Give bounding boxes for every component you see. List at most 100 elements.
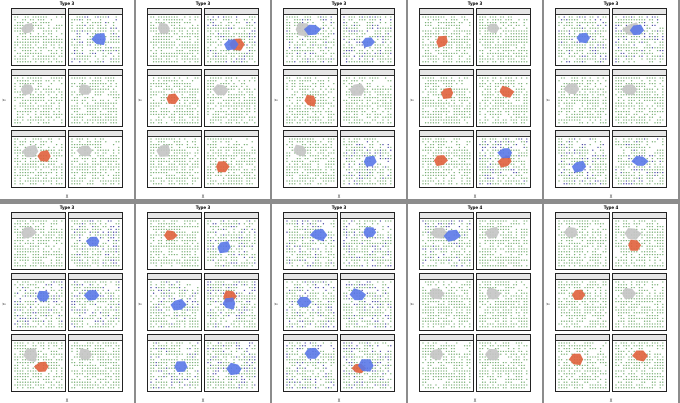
- map-point: [207, 166, 209, 168]
- map-point: [487, 96, 489, 99]
- map-point: [291, 177, 293, 179]
- map-point: [37, 88, 40, 90]
- map-point: [286, 52, 288, 55]
- map-point: [333, 163, 335, 165]
- map-point: [317, 174, 319, 177]
- map-point: [450, 80, 453, 82]
- map-point: [294, 61, 296, 63]
- map-point: [115, 102, 117, 104]
- map-point: [294, 180, 296, 182]
- map-point: [27, 113, 29, 116]
- map-point: [494, 122, 497, 124]
- map-point: [207, 80, 209, 82]
- map-point: [322, 33, 325, 35]
- map-point: [233, 157, 235, 160]
- map-point: [209, 35, 212, 38]
- map-point: [73, 183, 76, 185]
- map-point: [97, 119, 99, 121]
- map-point: [235, 21, 238, 24]
- map-point: [155, 21, 157, 24]
- map-point: [384, 47, 387, 49]
- map-point: [81, 24, 84, 27]
- map-point: [222, 55, 225, 57]
- map-point: [384, 177, 387, 179]
- map-point: [76, 119, 78, 121]
- panel-strip: [284, 70, 337, 76]
- map-point: [448, 85, 450, 88]
- map-point: [379, 91, 382, 93]
- map-point: [194, 58, 196, 60]
- map-point: [16, 61, 19, 63]
- map-point: [458, 99, 461, 102]
- map-point: [254, 149, 256, 151]
- map-point: [330, 105, 332, 107]
- map-point: [92, 143, 94, 146]
- map-point: [387, 110, 389, 113]
- map-point: [189, 152, 191, 154]
- map-point: [86, 110, 89, 113]
- map-point: [61, 174, 63, 177]
- map-point: [487, 80, 489, 82]
- map-point: [333, 38, 335, 41]
- map-point: [50, 138, 53, 140]
- map-point: [453, 88, 455, 90]
- map-point: [317, 152, 319, 154]
- map-point: [40, 16, 42, 18]
- map-point: [191, 52, 194, 55]
- map-point: [343, 99, 345, 102]
- map-point: [286, 27, 288, 29]
- map-point: [466, 44, 468, 46]
- map-point: [424, 35, 427, 38]
- map-point: [228, 171, 230, 174]
- map-point: [152, 99, 155, 102]
- map-point: [432, 102, 435, 104]
- map-point: [301, 102, 304, 104]
- map-point: [330, 177, 332, 179]
- map-panel: [11, 69, 66, 127]
- map-point: [484, 77, 486, 79]
- map-point: [366, 177, 369, 179]
- map-point: [71, 169, 73, 171]
- map-point: [494, 35, 497, 38]
- map-point: [110, 94, 112, 96]
- map-point: [304, 49, 306, 52]
- map-point: [243, 116, 246, 118]
- map-point: [152, 41, 155, 43]
- map-point: [165, 110, 168, 113]
- map-point: [73, 19, 76, 21]
- map-point: [71, 146, 73, 149]
- map-point: [299, 44, 301, 46]
- map-point: [105, 30, 107, 32]
- map-point: [343, 110, 345, 113]
- map-point: [299, 21, 301, 24]
- map-point: [377, 58, 379, 60]
- map-point: [364, 61, 366, 63]
- map-point: [343, 180, 345, 182]
- map-point: [307, 177, 309, 179]
- map-point: [152, 58, 155, 60]
- map-point: [241, 58, 243, 60]
- map-point: [84, 82, 86, 85]
- map-point: [254, 80, 256, 82]
- map-point: [235, 94, 238, 96]
- map-point: [105, 141, 107, 143]
- map-point: [348, 96, 350, 99]
- map-point: [165, 77, 168, 79]
- map-point: [484, 30, 486, 32]
- map-point: [107, 160, 110, 163]
- map-point: [387, 152, 389, 154]
- map-point: [330, 30, 332, 32]
- map-point: [377, 122, 379, 124]
- map-point: [296, 169, 299, 171]
- map-point: [382, 177, 384, 179]
- map-point: [390, 183, 392, 185]
- panel-strip: [12, 70, 65, 76]
- map-point: [246, 108, 248, 110]
- map-point: [466, 35, 468, 38]
- map-point: [248, 171, 251, 174]
- map-point: [189, 166, 191, 168]
- map-point: [456, 24, 458, 27]
- map-point: [48, 85, 50, 88]
- map-point: [209, 166, 212, 168]
- map-point: [348, 119, 350, 121]
